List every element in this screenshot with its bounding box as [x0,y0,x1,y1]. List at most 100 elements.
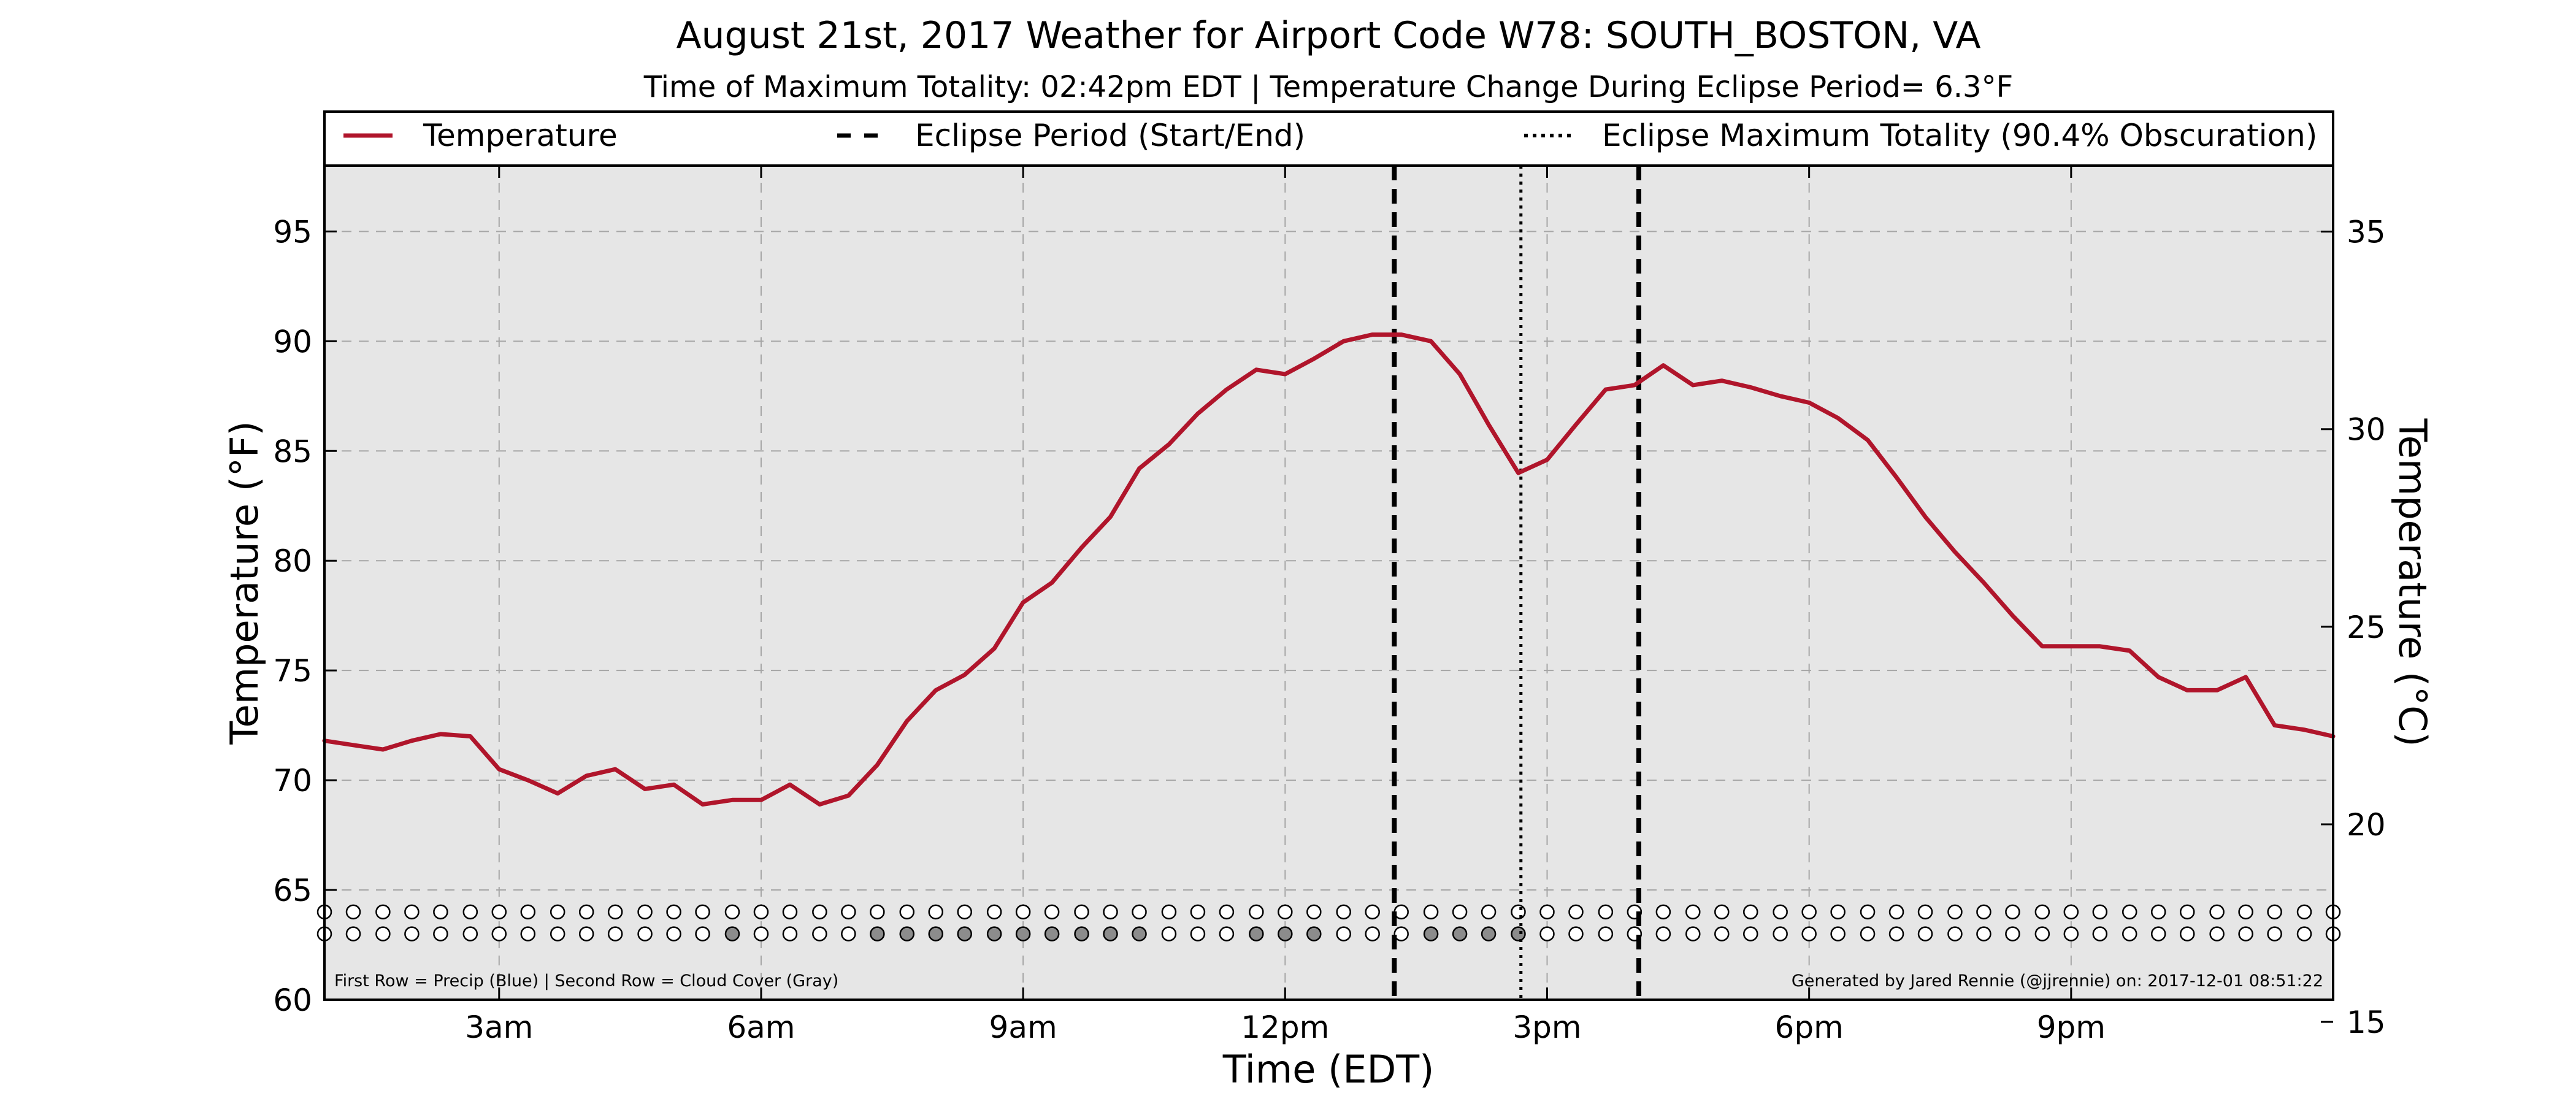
precip-marker [1015,904,1031,920]
legend-label-temperature: Temperature [423,118,618,153]
y-tick-label-left: 60 [273,983,312,1018]
precip-marker [462,904,478,920]
precip-marker [1044,904,1060,920]
marker-rows [316,904,2341,941]
cloud-marker [724,926,740,941]
x-tick-label: 3am [465,1010,533,1045]
cloud-marker [1976,926,1991,941]
precip-marker [1976,904,1991,920]
x-tick-label: 3pm [1512,1010,1581,1045]
eclipse-lines [1392,166,1641,1000]
precip-marker [2063,904,2079,920]
precip-marker [1685,904,1701,920]
precip-marker [1132,904,1147,920]
y-axis-left-ticks: 60 65 70 75 80 85 90 95 [273,214,337,1018]
cloud-marker [1336,926,1351,941]
cloud-marker [928,926,943,941]
precip-marker [928,904,943,920]
cloud-marker [2150,926,2166,941]
cloud-marker [695,926,710,941]
cloud-marker [1423,926,1439,941]
precip-marker [1074,904,1089,920]
cloud-marker [2034,926,2050,941]
precip-marker [1801,904,1817,920]
cloud-marker [1452,926,1468,941]
cloud-marker [2209,926,2225,941]
precip-marker [1830,904,1846,920]
cloud-marker [1481,926,1497,941]
precip-marker [2005,904,2020,920]
legend-frame [323,110,2334,167]
precip-marker [1452,904,1468,920]
cloud-marker [433,926,448,941]
cloud-marker [2092,926,2108,941]
cloud-marker [2179,926,2195,941]
y-tick-label-right: 30 [2347,412,2386,448]
cloud-marker [666,926,681,941]
cloud-marker [637,926,653,941]
cloud-marker [1743,926,1758,941]
marker-rows-caption: First Row = Precip (Blue) | Second Row =… [334,972,838,991]
precip-marker [2209,904,2225,920]
precip-marker [1190,904,1206,920]
cloud-marker [1306,926,1322,941]
precip-marker [899,904,914,920]
y-tick-label-left: 90 [273,324,312,359]
precip-marker [550,904,565,920]
precip-marker [1336,904,1351,920]
cloud-marker [1830,926,1846,941]
cloud-marker [1278,926,1293,941]
cloud-marker [1685,926,1701,941]
legend: Temperature Eclipse Period (Start/End) E… [323,110,2334,167]
chart-title: August 21st, 2017 Weather for Airport Co… [676,14,1980,57]
cloud-marker [375,926,391,941]
cloud-marker [841,926,856,941]
y-axis-right-ticks: 15 20 25 30 35 [2321,215,2386,1040]
precip-marker [607,904,623,920]
precip-marker [666,904,681,920]
temperature-line [322,332,2336,807]
y-tick-label-right: 20 [2347,807,2386,843]
cloud-marker [1598,926,1614,941]
x-tick-label: 6am [727,1010,795,1045]
precip-marker [782,904,798,920]
precip-marker [1481,904,1497,920]
cloud-marker [1655,926,1671,941]
y-tick-label-left: 80 [273,543,312,579]
y-axis-right-label: Temperature (°C) [2390,418,2435,746]
cloud-marker [899,926,914,941]
cloud-marker [520,926,536,941]
credit-text: Generated by Jared Rennie (@jjrennie) on… [1792,972,2323,991]
precip-marker [1917,904,1933,920]
cloud-marker [462,926,478,941]
precip-marker [2267,904,2282,920]
precip-marker [345,904,361,920]
cloud-marker [345,926,361,941]
precip-marker [957,904,972,920]
chart-subtitle: Time of Maximum Totality: 02:42pm EDT | … [643,70,2013,104]
cloud-marker [1044,926,1060,941]
precip-marker [2092,904,2108,920]
cloud-marker [1219,926,1235,941]
precip-marker [1773,904,1788,920]
cloud-marker [1190,926,1206,941]
cloud-marker [2005,926,2020,941]
grid-lines [324,166,2333,1000]
legend-label-eclipse-max: Eclipse Maximum Totality (90.4% Obscurat… [1602,118,2317,153]
cloud-marker [2267,926,2282,941]
precip-marker [870,904,885,920]
plot-area [324,166,2333,1000]
cloud-marker [578,926,594,941]
precip-marker [1278,904,1293,920]
cloud-marker [491,926,507,941]
precip-marker [2150,904,2166,920]
precip-marker [1511,904,1526,920]
cloud-marker [1393,926,1409,941]
cloud-marker [607,926,623,941]
precip-marker [695,904,710,920]
cloud-marker [1365,926,1380,941]
precip-marker [433,904,448,920]
precip-marker [1598,904,1614,920]
cloud-marker [404,926,420,941]
y-tick-label-left: 95 [273,214,312,250]
